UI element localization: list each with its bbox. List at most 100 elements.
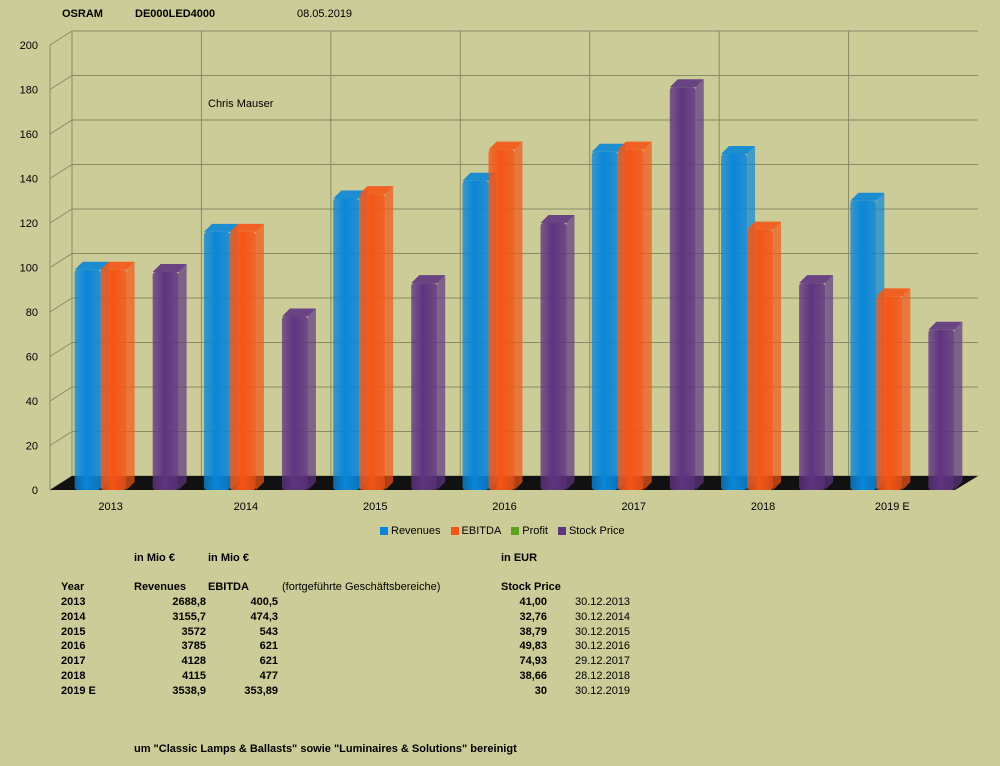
header-revenues: Revenues	[134, 581, 186, 593]
y-tick-label: 180	[20, 85, 38, 97]
x-tick-label: 2016	[492, 501, 516, 513]
row-year: 2016	[61, 640, 86, 653]
row-ebitda: 353,89	[244, 684, 278, 697]
bar	[359, 186, 394, 490]
legend-label: Revenues	[391, 525, 441, 537]
unit-label: in Mio €	[134, 552, 175, 564]
row-stock: 41,00	[519, 596, 547, 608]
row-stock: 74,93	[519, 655, 547, 668]
row-year: 2019 E	[61, 684, 96, 697]
gridline-side	[49, 208, 73, 224]
y-tick-label: 140	[20, 174, 38, 186]
company-name: OSRAM	[62, 8, 103, 20]
row-revenues: 2688,8	[172, 596, 206, 608]
row-revenues: 3785	[181, 640, 206, 653]
bar	[799, 275, 834, 490]
x-tick-label: 2018	[751, 501, 775, 513]
legend-entry: Revenues	[380, 525, 441, 537]
gridline-side	[49, 164, 73, 179]
bar	[876, 288, 911, 490]
gridline-side	[49, 119, 73, 135]
row-year: 2013	[61, 596, 86, 608]
y-tick-label: 60	[26, 352, 38, 364]
bar	[928, 321, 963, 490]
y-tick-label: 200	[20, 40, 38, 52]
y-tick-label: 160	[20, 129, 38, 141]
bar-chart: 0 20 40 60 80 100 120 140 160 180 200 2013 2014 2015 2…	[20, 30, 978, 513]
unit-label: in EUR	[501, 552, 538, 564]
y-tick-label: 120	[20, 218, 38, 230]
x-tick-label: 2013	[98, 501, 122, 513]
bar	[229, 223, 264, 490]
gridline-side	[49, 30, 73, 46]
row-stock: 49,83	[519, 640, 547, 653]
x-tick-label: 2015	[363, 501, 387, 513]
row-revenues: 3155,7	[172, 610, 206, 623]
gridline-side	[49, 342, 73, 357]
gridline-side	[49, 386, 73, 402]
row-date: 30.12.2013	[575, 596, 631, 608]
row-year: 2017	[61, 655, 86, 668]
footnote: um "Classic Lamps & Ballasts" sowie "Lum…	[134, 743, 517, 755]
author-label: Chris Mauser	[208, 98, 274, 110]
bar	[617, 141, 652, 490]
row-stock: 38,79	[519, 625, 547, 638]
row-ebitda: 543	[259, 625, 278, 638]
row-ebitda: 621	[259, 640, 278, 653]
row-year: 2018	[61, 670, 86, 682]
unit-label: in Mio €	[208, 552, 249, 564]
gridline-side	[49, 297, 73, 313]
header-year: Year	[61, 581, 85, 593]
isin-label: DE000LED4000	[135, 8, 216, 20]
row-ebitda: 477	[259, 670, 278, 682]
x-tick-label: 2014	[234, 501, 258, 513]
row-revenues: 4115	[182, 670, 206, 682]
row-stock: 30	[534, 684, 547, 697]
bar	[488, 141, 523, 490]
row-revenues: 3538,9	[172, 684, 206, 697]
row-revenues: 3572	[181, 625, 206, 638]
row-date: 30.12.2019	[575, 684, 631, 697]
legend-swatch	[557, 527, 566, 535]
row-date: 30.12.2015	[575, 625, 631, 638]
row-ebitda: 474,3	[250, 610, 278, 623]
header-stock: Stock Price	[501, 581, 561, 593]
y-tick-label: 40	[26, 396, 38, 408]
report-date: 08.05.2019	[297, 8, 353, 20]
header-ebitda: EBITDA	[208, 581, 249, 593]
y-tick-label: 0	[32, 485, 38, 497]
chart-legend: Revenues EBITDA Profit Stock Price	[380, 525, 625, 537]
legend-entry: EBITDA	[450, 525, 502, 537]
bar	[100, 261, 135, 490]
bar	[281, 308, 316, 490]
row-date: 28.12.2018	[575, 670, 631, 682]
row-stock: 32,76	[519, 610, 547, 623]
row-ebitda: 621	[259, 655, 278, 668]
legend-entry: Stock Price	[557, 525, 625, 537]
bar	[669, 79, 704, 491]
legend-label: EBITDA	[461, 525, 502, 537]
bar	[747, 221, 782, 491]
header-note: (fortgeführte Geschäftsbereiche)	[282, 581, 441, 593]
legend-entry: Profit	[511, 525, 548, 537]
row-date: 30.12.2014	[575, 610, 631, 623]
bar	[152, 263, 187, 490]
gridline-side	[49, 253, 73, 268]
gridline-side	[49, 431, 73, 446]
legend-label: Stock Price	[568, 525, 625, 537]
row-ebitda: 400,5	[250, 596, 278, 608]
bar	[540, 215, 575, 490]
legend-label: Profit	[522, 525, 548, 537]
legend-swatch	[380, 527, 388, 535]
row-date: 30.12.2016	[575, 640, 631, 653]
gridline-side	[49, 75, 73, 90]
bar	[411, 275, 446, 490]
legend-swatch	[450, 527, 459, 535]
y-tick-label: 80	[26, 307, 38, 319]
x-tick-label: 2017	[622, 501, 646, 513]
x-tick-label: 2019 E	[875, 501, 910, 513]
row-year: 2015	[61, 625, 86, 638]
row-stock: 38,66	[519, 670, 547, 682]
legend-swatch	[511, 527, 520, 535]
row-year: 2014	[61, 610, 86, 623]
